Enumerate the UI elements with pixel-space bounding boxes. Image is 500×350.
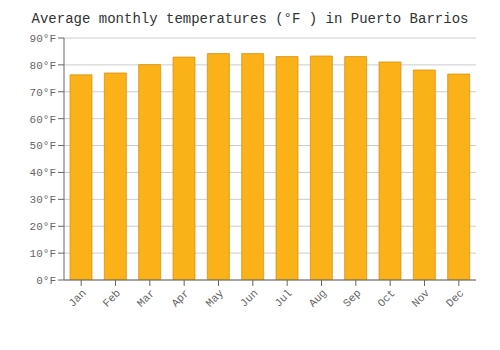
svg-text:Apr: Apr bbox=[169, 287, 191, 309]
svg-text:Oct: Oct bbox=[375, 287, 397, 309]
svg-text:Nov: Nov bbox=[410, 287, 433, 310]
svg-text:May: May bbox=[204, 287, 227, 310]
svg-text:50°F: 50°F bbox=[30, 140, 56, 152]
svg-text:20°F: 20°F bbox=[30, 221, 56, 233]
svg-text:60°F: 60°F bbox=[30, 114, 56, 126]
svg-text:Dec: Dec bbox=[444, 287, 466, 309]
svg-text:90°F: 90°F bbox=[30, 33, 56, 45]
svg-text:10°F: 10°F bbox=[30, 248, 56, 260]
svg-text:0°F: 0°F bbox=[36, 275, 56, 287]
svg-text:80°F: 80°F bbox=[30, 60, 56, 72]
svg-text:Sep: Sep bbox=[341, 287, 363, 309]
svg-text:Jul: Jul bbox=[272, 287, 294, 309]
svg-text:30°F: 30°F bbox=[30, 194, 56, 206]
svg-text:Mar: Mar bbox=[135, 287, 157, 309]
svg-text:Jun: Jun bbox=[238, 287, 260, 309]
svg-text:Feb: Feb bbox=[101, 287, 123, 309]
svg-text:40°F: 40°F bbox=[30, 167, 56, 179]
html-text:Average monthly temperatures (: Average monthly temperatures (°F ) in Pu… bbox=[31, 11, 469, 27]
svg-text:Aug: Aug bbox=[307, 287, 329, 309]
svg-text:70°F: 70°F bbox=[30, 87, 56, 99]
svg-text:Jan: Jan bbox=[66, 287, 88, 309]
